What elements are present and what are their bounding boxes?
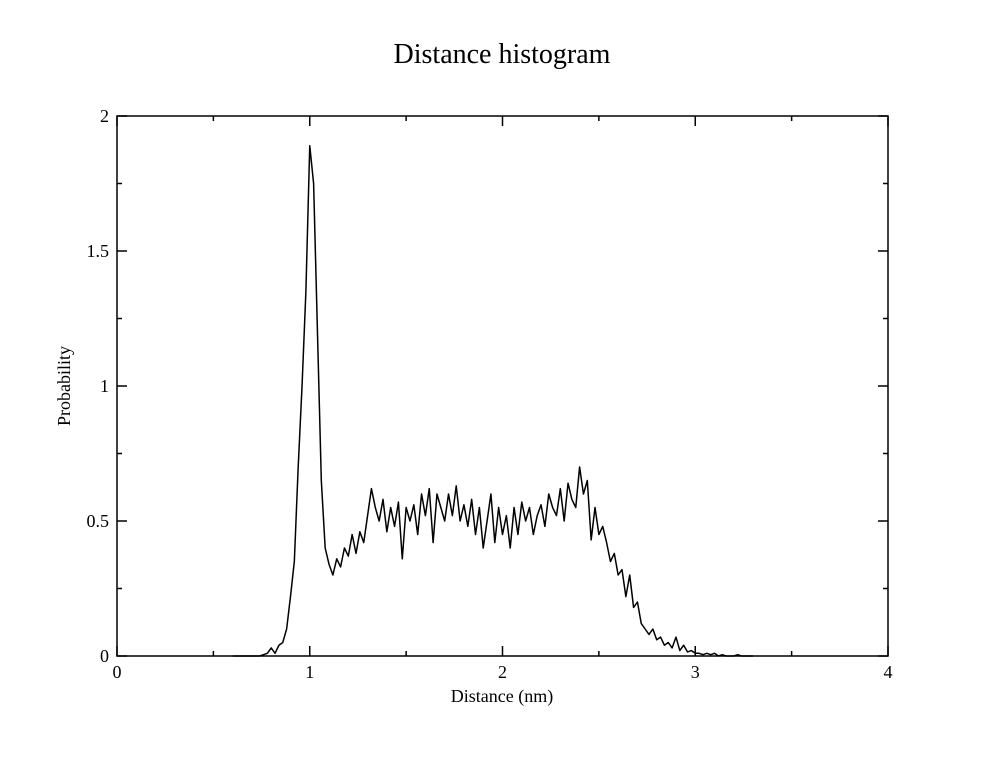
x-tick-label: 0 [113, 662, 122, 682]
x-tick-label: 4 [884, 662, 893, 682]
chart-title: Distance histogram [394, 39, 611, 70]
x-tick-label: 2 [498, 662, 507, 682]
x-axis-label: Distance (nm) [451, 686, 553, 707]
x-tick-label: 1 [305, 662, 314, 682]
data-line [232, 144, 754, 657]
y-tick-label: 0.5 [87, 511, 110, 531]
y-tick-label: 1 [100, 376, 109, 396]
y-tick-label: 2 [100, 106, 109, 126]
y-tick-label: 1.5 [87, 241, 110, 261]
x-tick-label: 3 [691, 662, 700, 682]
y-tick-label: 0 [100, 646, 109, 666]
y-axis-label: Probability [54, 346, 74, 426]
